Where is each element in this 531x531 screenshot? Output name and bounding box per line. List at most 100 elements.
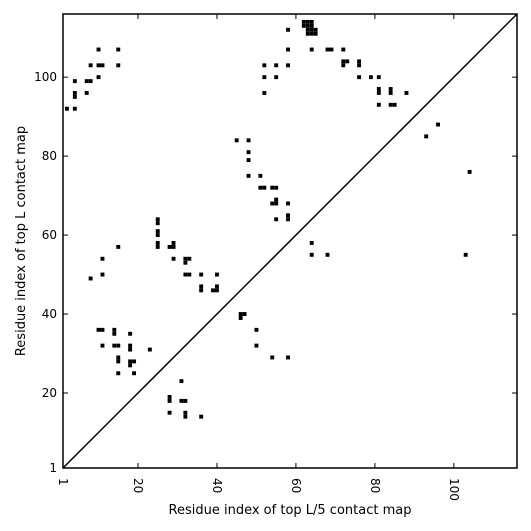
contact-point	[254, 343, 259, 348]
contact-point	[100, 343, 105, 348]
x-tick-label: 100	[447, 478, 461, 501]
contact-point	[392, 102, 397, 107]
contact-point	[84, 79, 89, 84]
contact-point	[183, 272, 188, 277]
contact-point	[100, 327, 105, 332]
contact-point	[128, 347, 133, 352]
contact-point	[183, 260, 188, 265]
contact-point	[388, 91, 393, 95]
contact-point	[286, 27, 290, 32]
contact-point	[132, 371, 137, 376]
x-tick-label: 80	[368, 478, 382, 493]
y-tick-label: 80	[42, 149, 57, 163]
contact-point	[313, 31, 318, 36]
contact-point	[286, 47, 290, 52]
contact-point	[238, 312, 243, 316]
contact-point	[171, 244, 176, 249]
data-points	[64, 19, 472, 419]
contact-point	[286, 213, 290, 218]
y-tick-label: 60	[42, 228, 57, 242]
contact-point	[262, 91, 267, 95]
y-tick-label: 100	[34, 70, 57, 84]
contact-point	[112, 327, 117, 332]
y-axis-ticks: 1 20 40 60 80 100	[34, 70, 517, 475]
contact-point	[341, 63, 346, 68]
contact-point	[309, 241, 314, 245]
contact-point	[262, 63, 267, 68]
contact-point	[274, 217, 279, 222]
contact-point	[305, 27, 310, 32]
contact-point	[72, 91, 77, 95]
contact-point	[376, 75, 381, 80]
contact-point	[100, 256, 105, 261]
contact-point	[88, 276, 93, 281]
contact-point	[305, 23, 310, 28]
y-tick-label: 40	[42, 307, 57, 321]
contact-point	[128, 359, 133, 364]
contact-point	[357, 63, 362, 68]
x-tick-label: 60	[289, 478, 303, 493]
contact-point	[376, 87, 381, 91]
contact-point	[286, 63, 290, 68]
contact-point	[179, 379, 184, 384]
contact-point	[215, 272, 219, 277]
contact-point	[116, 244, 121, 249]
x-tick-label: 1	[56, 478, 70, 486]
diagonal-line	[62, 13, 518, 469]
contact-point	[211, 288, 215, 293]
contact-point	[376, 102, 381, 107]
contact-point	[313, 27, 318, 32]
contact-point	[199, 414, 204, 419]
contact-point	[132, 359, 137, 364]
contact-point	[258, 185, 263, 190]
contact-point	[183, 256, 188, 261]
contact-point	[274, 185, 279, 190]
contact-point	[155, 229, 160, 234]
contact-point	[147, 347, 152, 352]
contact-point	[270, 185, 275, 190]
contact-point	[215, 284, 219, 289]
contact-point	[309, 27, 314, 32]
contact-point	[116, 63, 121, 68]
contact-point	[96, 75, 101, 80]
contact-point	[329, 47, 334, 52]
contact-point	[301, 19, 306, 24]
contact-point	[341, 59, 346, 64]
contact-point	[112, 343, 117, 348]
contact-point	[128, 331, 133, 336]
contact-point	[199, 272, 204, 277]
contact-point	[84, 91, 89, 95]
contact-point	[274, 63, 279, 68]
contact-point	[155, 233, 160, 238]
contact-point	[274, 201, 279, 206]
contact-point	[388, 102, 393, 107]
contact-point	[215, 288, 219, 293]
contact-point	[309, 47, 314, 52]
contact-point	[270, 201, 275, 206]
contact-point	[100, 272, 105, 277]
contact-point	[242, 312, 247, 316]
contact-point	[167, 410, 172, 415]
plot-frame	[62, 13, 518, 469]
contact-point	[345, 59, 350, 64]
contact-point	[116, 359, 121, 364]
contact-point	[258, 173, 263, 178]
contact-point	[246, 150, 251, 155]
contact-point	[309, 19, 314, 24]
contact-point	[167, 244, 172, 249]
contact-point	[96, 47, 101, 52]
contact-point	[100, 63, 105, 68]
contact-point	[96, 63, 101, 68]
contact-point	[286, 201, 290, 206]
contact-point	[167, 394, 172, 399]
contact-point	[467, 169, 472, 174]
contact-point	[286, 355, 290, 360]
contact-point	[341, 47, 346, 52]
contact-point	[246, 138, 251, 143]
contact-point	[309, 31, 314, 36]
contact-point	[325, 252, 330, 257]
contact-point	[171, 256, 176, 261]
contact-point	[96, 327, 101, 332]
contact-point	[116, 47, 121, 52]
